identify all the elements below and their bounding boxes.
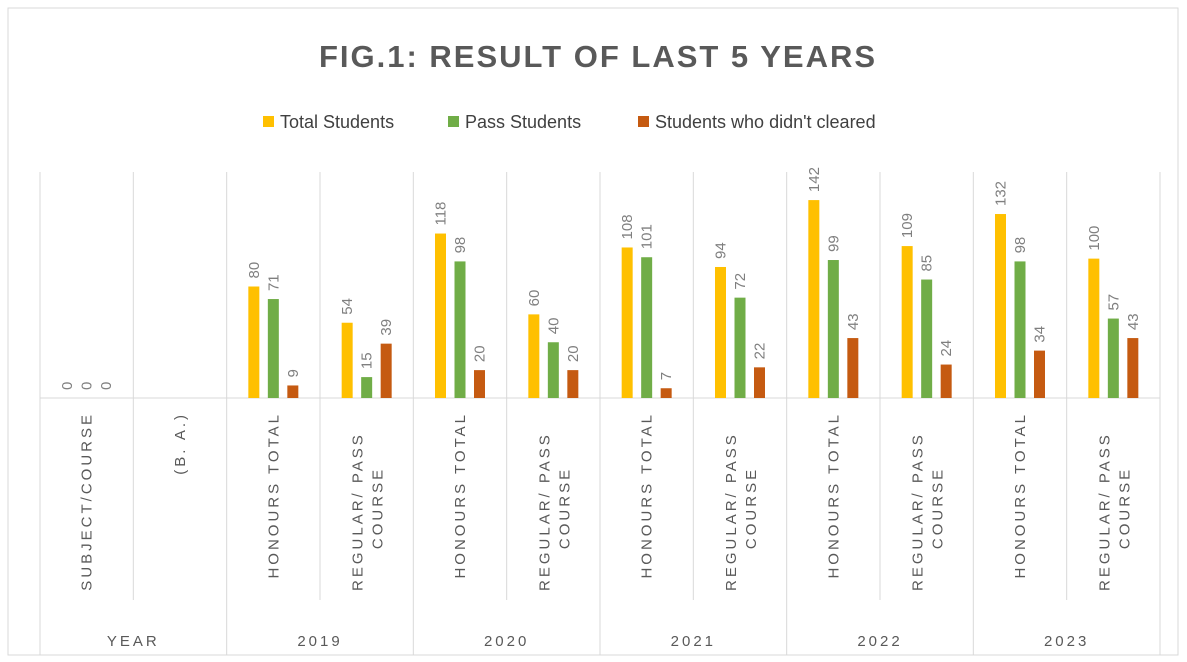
bar [641, 257, 653, 398]
value-label: 109 [899, 213, 916, 238]
legend-label: Total Students [280, 112, 394, 132]
bar [901, 246, 913, 398]
x-tick-label: HONOURS TOTAL [1012, 412, 1029, 579]
bar [267, 299, 279, 398]
legend-swatch [263, 116, 274, 127]
value-label: 0 [98, 382, 115, 390]
bar [660, 388, 672, 398]
bar [995, 214, 1006, 398]
bar [921, 279, 933, 398]
bar [547, 342, 559, 398]
value-label: 15 [359, 352, 376, 369]
bar [1088, 258, 1100, 398]
bar [341, 322, 353, 398]
value-label: 118 [433, 202, 450, 226]
value-label: 0 [79, 382, 96, 390]
value-label: 43 [1125, 313, 1142, 330]
bar [1127, 338, 1139, 398]
x-tick-label: HONOURS TOTAL [452, 412, 469, 579]
group-label: YEAR [107, 633, 160, 650]
value-label: 22 [752, 343, 769, 360]
bar [528, 314, 540, 398]
value-label: 94 [713, 242, 730, 259]
value-label: 71 [265, 274, 282, 291]
value-label: 39 [378, 319, 395, 336]
group-label: 2019 [297, 633, 342, 650]
bar [567, 370, 579, 398]
x-tick-label: SUBJECT/COURSE [79, 412, 96, 591]
bar [1107, 318, 1119, 398]
value-label: 85 [919, 255, 936, 272]
value-label: 0 [59, 382, 76, 390]
chart-title: FIG.1: RESULT OF LAST 5 YEARS [319, 39, 877, 74]
value-label: 132 [993, 181, 1010, 206]
value-label: 54 [339, 298, 356, 315]
value-label: 34 [1032, 326, 1049, 343]
x-tick-label: HONOURS TOTAL [825, 412, 842, 579]
value-label: 98 [452, 237, 469, 254]
group-label: 2020 [484, 633, 529, 650]
bar [715, 266, 726, 398]
bar [1014, 261, 1026, 398]
bar [435, 233, 446, 398]
bar [827, 260, 839, 398]
bar [454, 261, 466, 398]
group-label: 2021 [671, 633, 716, 650]
value-label: 80 [246, 262, 263, 279]
value-label: 7 [658, 372, 675, 380]
bar [754, 367, 765, 398]
value-label: 40 [545, 318, 562, 335]
legend-swatch [638, 116, 649, 127]
value-label: 101 [639, 224, 656, 249]
x-tick-label: REGULAR/ PASS COURSE [536, 425, 573, 591]
bar [1034, 350, 1045, 398]
bar [734, 297, 746, 398]
bar [940, 364, 952, 398]
value-label: 72 [732, 273, 749, 290]
value-label: 20 [565, 345, 582, 362]
value-label: 98 [1012, 237, 1029, 254]
x-tick-label: HONOURS TOTAL [265, 412, 282, 579]
x-tick-label: REGULAR/ PASS COURSE [723, 425, 760, 591]
bar [474, 370, 485, 398]
x-tick-label: REGULAR/ PASS COURSE [350, 425, 387, 591]
bar [287, 385, 299, 398]
x-tick-label: (B. A.) [172, 412, 189, 475]
legend-label: Students who didn't cleared [655, 112, 876, 132]
x-tick-label: HONOURS TOTAL [639, 412, 656, 579]
bar [808, 200, 820, 398]
x-tick-label: REGULAR/ PASS COURSE [910, 425, 947, 591]
value-label: 57 [1105, 294, 1122, 311]
bar [361, 377, 373, 398]
value-label: 108 [619, 214, 636, 239]
value-label: 142 [806, 167, 823, 192]
bar [847, 338, 859, 398]
group-label: 2023 [1044, 633, 1089, 650]
value-label: 24 [938, 340, 955, 357]
group-label: 2022 [857, 633, 902, 650]
bar [248, 286, 260, 398]
bar [621, 247, 633, 398]
legend-label: Pass Students [465, 112, 581, 132]
value-label: 9 [285, 369, 302, 377]
value-label: 100 [1086, 226, 1103, 251]
value-label: 60 [526, 290, 543, 307]
x-tick-label: REGULAR/ PASS COURSE [1096, 425, 1133, 591]
chart-border [7, 7, 1179, 656]
value-label: 20 [472, 345, 489, 362]
value-label: 43 [845, 313, 862, 330]
bar [380, 343, 392, 398]
legend-swatch [448, 116, 459, 127]
value-label: 99 [825, 235, 842, 252]
